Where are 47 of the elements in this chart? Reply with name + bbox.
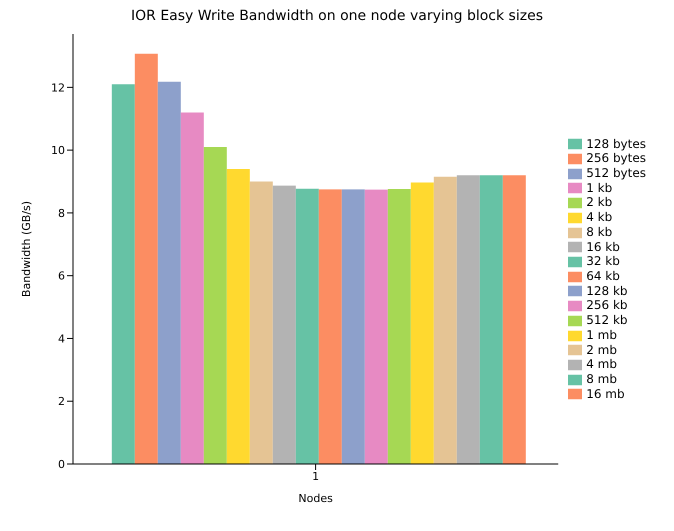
- bar: [502, 175, 526, 464]
- bar: [410, 182, 434, 464]
- bar: [480, 175, 503, 464]
- y-tick-label: 6: [58, 270, 65, 283]
- legend-label: 8 mb: [586, 372, 617, 386]
- legend-label: 64 kb: [586, 269, 620, 283]
- y-tick-label: 8: [58, 206, 65, 220]
- legend-label: 1 mb: [586, 328, 617, 342]
- chart-title: IOR Easy Write Bandwidth on one node varying block sizes: [130, 8, 544, 24]
- legend-label: 2 kb: [586, 195, 612, 210]
- y-axis-title: Bandwidth (GB/s): [20, 200, 33, 298]
- y-tick-label: 2: [58, 395, 65, 408]
- bar: [250, 182, 273, 464]
- bar: [296, 188, 319, 464]
- bar: [364, 190, 388, 464]
- bar: [112, 84, 135, 464]
- y-tick-label: 10: [51, 144, 65, 158]
- legend-label: 16 kb: [586, 240, 620, 254]
- bar: [456, 175, 480, 464]
- bar: [180, 112, 204, 464]
- legend-label: 4 kb: [586, 210, 612, 224]
- legend-label: 32 kb: [586, 254, 620, 268]
- bar: [158, 82, 181, 464]
- legend-label: 256 kb: [586, 298, 628, 312]
- legend-label: 128 bytes: [586, 136, 646, 151]
- bar: [204, 146, 227, 464]
- legend-label: 8 kb: [586, 224, 612, 239]
- legend-label: 1 kb: [586, 180, 612, 195]
- x-axis-title: Nodes: [298, 492, 334, 505]
- legend-label: 256 bytes: [586, 151, 646, 166]
- legend-label: 4 mb: [586, 357, 617, 372]
- y-tick-label: 0: [58, 458, 65, 471]
- bar: [226, 168, 250, 464]
- legend-label: 512 kb: [586, 313, 628, 328]
- y-tick-label: 12: [51, 81, 65, 94]
- bar: [388, 189, 411, 464]
- legend-label: 16 mb: [586, 386, 625, 401]
- y-tick-label: 4: [58, 332, 65, 346]
- legend-label: 128 kb: [586, 284, 628, 298]
- bar: [434, 176, 457, 464]
- bar: [134, 54, 158, 464]
- bar: [272, 186, 296, 464]
- bar: [318, 189, 342, 464]
- legend-label: 2 mb: [586, 342, 617, 357]
- bar: [342, 189, 365, 464]
- legend-label: 512 bytes: [586, 166, 646, 180]
- x-tick-label: 1: [312, 470, 320, 483]
